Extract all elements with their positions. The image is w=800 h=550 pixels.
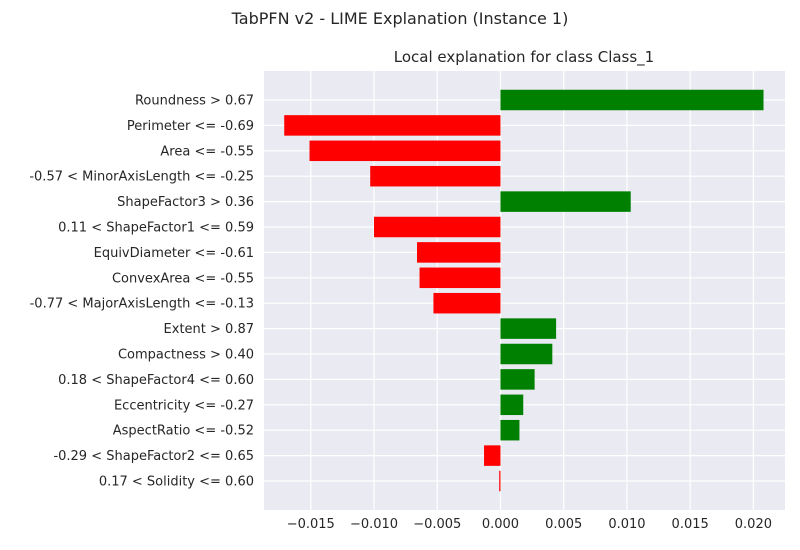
x-tick-label: 0.010: [608, 517, 645, 532]
y-tick-label: ShapeFactor3 > 0.36: [117, 195, 254, 210]
bar: [484, 445, 501, 466]
y-tick-label: -0.77 < MajorAxisLength <= -0.13: [30, 297, 254, 312]
bar: [374, 216, 501, 238]
y-tick-label: Extent > 0.87: [164, 322, 254, 337]
x-tick-label: −0.005: [413, 517, 461, 532]
y-tick-label: Roundness > 0.67: [135, 94, 254, 109]
y-tick-label: -0.29 < ShapeFactor2 <= 0.65: [53, 449, 254, 464]
figure-suptitle: TabPFN v2 - LIME Explanation (Instance 1…: [231, 9, 569, 28]
bar: [309, 140, 501, 162]
x-tick-label: 0.005: [545, 517, 582, 532]
y-tick-label: Eccentricity <= -0.27: [114, 398, 254, 413]
y-tick-label: 0.17 < Solidity <= 0.60: [99, 475, 254, 490]
bar: [500, 394, 524, 416]
bar: [433, 292, 501, 314]
bar: [500, 369, 535, 390]
bar: [284, 115, 501, 136]
x-tick-label: 0.020: [735, 517, 772, 532]
x-tick-label: 0.015: [672, 517, 709, 532]
bar: [499, 470, 501, 492]
chart-title: Local explanation for class Class_1: [394, 48, 654, 67]
bars: [284, 89, 764, 492]
y-tick-labels: Roundness > 0.67 Perimeter <= -0.69 Area <…: [29, 94, 254, 490]
y-tick-label: Compactness > 0.40: [118, 348, 254, 363]
bar: [500, 89, 764, 111]
y-tick-label: ConvexArea <= -0.55: [112, 271, 254, 286]
x-tick-label: −0.010: [350, 517, 398, 532]
x-tick-labels: −0.015 −0.010 −0.005 0.000 0.005 0.010 0.015 0.…: [287, 517, 772, 532]
y-tick-label: 0.18 < ShapeFactor4 <= 0.60: [58, 373, 254, 388]
bar: [370, 165, 501, 187]
bar: [500, 343, 553, 365]
bar: [500, 318, 557, 339]
plot-area-background: [264, 71, 785, 510]
bar: [500, 419, 520, 441]
y-tick-label: 0.11 < ShapeFactor1 <= 0.59: [58, 221, 254, 236]
bar: [500, 191, 631, 212]
x-tick-label: −0.015: [287, 517, 335, 532]
x-tick-label: 0.000: [482, 517, 519, 532]
bar: [419, 267, 501, 289]
y-tick-label: Area <= -0.55: [160, 144, 254, 159]
y-tick-label: AspectRatio <= -0.52: [113, 424, 254, 439]
y-tick-label: EquivDiameter <= -0.61: [94, 246, 254, 261]
bar: [417, 242, 501, 263]
y-tick-label: Perimeter <= -0.69: [127, 119, 254, 134]
y-tick-label: -0.57 < MinorAxisLength <= -0.25: [29, 170, 254, 185]
